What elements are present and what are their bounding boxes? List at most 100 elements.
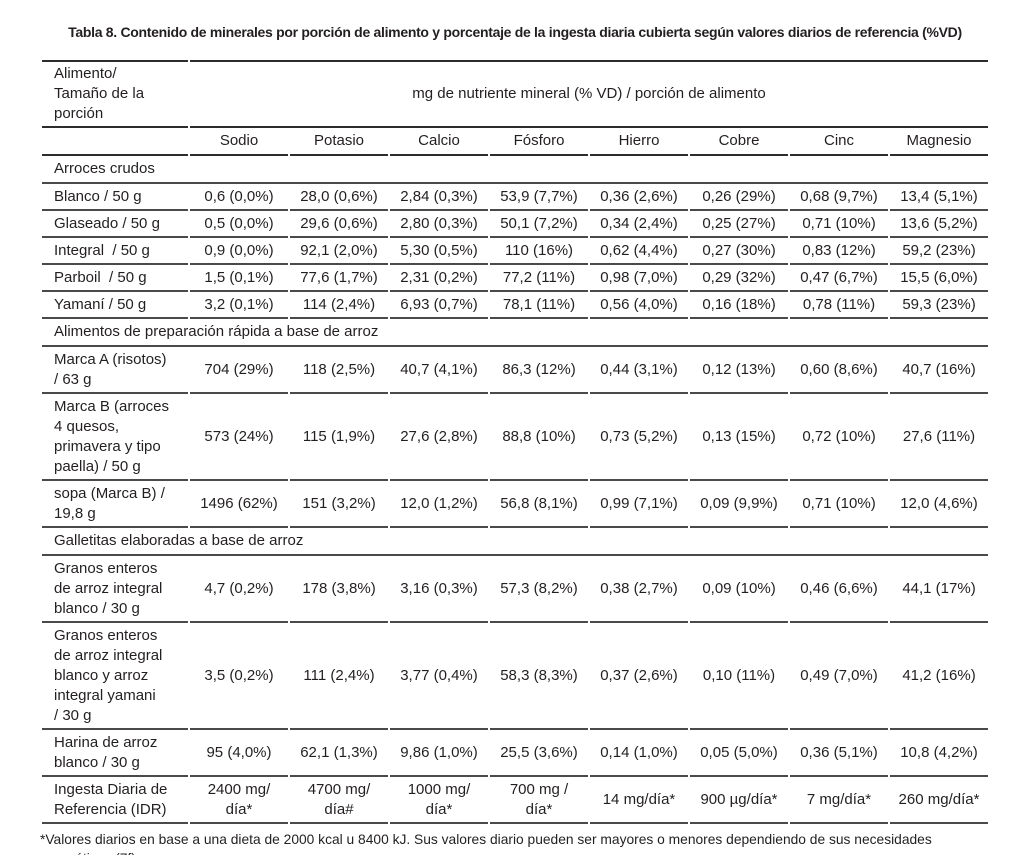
value-cell: 0,14 (1,0%) [590,730,688,777]
value-cell: 12,0 (1,2%) [390,481,488,528]
value-cell: 1,5 (0,1%) [190,265,288,292]
food-label-cell: Marca A (risotos) / 63 g [42,347,188,394]
value-cell: 2,84 (0,3%) [390,184,488,211]
food-label-cell: Granos enteros de arroz integral blanco … [42,623,188,730]
value-cell: 25,5 (3,6%) [490,730,588,777]
value-cell: 0,38 (2,7%) [590,556,688,623]
value-cell: 0,13 (15%) [690,394,788,481]
table-row: Marca A (risotos) / 63 g 704 (29%) 118 (2,… [42,347,988,394]
value-cell: 0,16 (18%) [690,292,788,319]
value-cell: 88,8 (10%) [490,394,588,481]
table-row: Ingesta Diaria de Referencia (IDR) 2400 m… [42,777,988,824]
value-cell: 15,5 (6,0%) [890,265,988,292]
mineral-column-header: Fósforo [490,128,588,156]
value-cell: 0,99 (7,1%) [590,481,688,528]
value-cell: 62,1 (1,3%) [290,730,388,777]
value-cell: 2,31 (0,2%) [390,265,488,292]
empty-header-cell [42,128,188,156]
value-cell: 3,2 (0,1%) [190,292,288,319]
value-cell: 53,9 (7,7%) [490,184,588,211]
section-label: Alimentos de preparación rápida a base d… [42,319,988,347]
value-cell: 59,3 (23%) [890,292,988,319]
value-cell: 0,12 (13%) [690,347,788,394]
food-label-cell: sopa (Marca B) / 19,8 g [42,481,188,528]
value-cell: 573 (24%) [190,394,288,481]
table-header: Alimento/ Tamaño de la porción mg de nut… [42,60,988,156]
value-cell: 1000 mg/ día* [390,777,488,824]
value-cell: 40,7 (4,1%) [390,347,488,394]
value-cell: 0,09 (9,9%) [690,481,788,528]
value-cell: 111 (2,4%) [290,623,388,730]
value-cell: 0,36 (5,1%) [790,730,888,777]
table-title: Tabla 8. Contenido de minerales por porc… [68,24,962,40]
table-row: Integral / 50 g 0,9 (0,0%) 92,1 (2,0%) 5,30… [42,238,988,265]
value-cell: 0,60 (8,6%) [790,347,888,394]
value-cell: 0,83 (12%) [790,238,888,265]
value-cell: 110 (16%) [490,238,588,265]
mineral-column-header: Hierro [590,128,688,156]
table-row: Harina de arroz blanco / 30 g 95 (4,0%) 62… [42,730,988,777]
minerals-table: Alimento/ Tamaño de la porción mg de nut… [40,60,990,824]
value-cell: 78,1 (11%) [490,292,588,319]
value-cell: 4700 mg/ día# [290,777,388,824]
mineral-column-header: Magnesio [890,128,988,156]
table-row: Glaseado / 50 g 0,5 (0,0%) 29,6 (0,6%) 2,80… [42,211,988,238]
value-cell: 0,73 (5,2%) [590,394,688,481]
value-cell: 0,25 (27%) [690,211,788,238]
value-cell: 115 (1,9%) [290,394,388,481]
section-row: Arroces crudos [42,156,988,184]
value-cell: 3,77 (0,4%) [390,623,488,730]
value-cell: 27,6 (11%) [890,394,988,481]
value-cell: 56,8 (8,1%) [490,481,588,528]
food-label-cell: Ingesta Diaria de Referencia (IDR) [42,777,188,824]
section-row: Galletitas elaboradas a base de arroz [42,528,988,556]
value-cell: 0,36 (2,6%) [590,184,688,211]
section-label: Galletitas elaboradas a base de arroz [42,528,988,556]
value-cell: 2,80 (0,3%) [390,211,488,238]
value-cell: 0,10 (11%) [690,623,788,730]
value-cell: 77,6 (1,7%) [290,265,388,292]
value-cell: 3,16 (0,3%) [390,556,488,623]
value-cell: 0,72 (10%) [790,394,888,481]
mineral-column-header: Cinc [790,128,888,156]
mineral-column-header: Calcio [390,128,488,156]
value-cell: 0,71 (10%) [790,481,888,528]
food-label-cell: Granos enteros de arroz integral blanco … [42,556,188,623]
food-label-cell: Parboil / 50 g [42,265,188,292]
value-cell: 700 mg / día* [490,777,588,824]
value-cell: 13,4 (5,1%) [890,184,988,211]
food-label-cell: Yamaní / 50 g [42,292,188,319]
value-cell: 0,44 (3,1%) [590,347,688,394]
value-cell: 0,29 (32%) [690,265,788,292]
section-row: Alimentos de preparación rápida a base d… [42,319,988,347]
value-cell: 260 mg/día* [890,777,988,824]
table-row: Granos enteros de arroz integral blanco … [42,556,988,623]
table-row: Yamaní / 50 g 3,2 (0,1%) 114 (2,4%) 6,93 (0… [42,292,988,319]
value-cell: 9,86 (1,0%) [390,730,488,777]
value-cell: 50,1 (7,2%) [490,211,588,238]
value-cell: 178 (3,8%) [290,556,388,623]
value-cell: 4,7 (0,2%) [190,556,288,623]
value-cell: 900 µg/día* [690,777,788,824]
table-row: Granos enteros de arroz integral blanco … [42,623,988,730]
table-body: Arroces crudos Blanco / 50 g 0,6 (0,0%) 28,… [42,156,988,824]
table-row: Blanco / 50 g 0,6 (0,0%) 28,0 (0,6%) 2,84 (… [42,184,988,211]
mineral-column-header: Potasio [290,128,388,156]
value-cell: 0,37 (2,6%) [590,623,688,730]
footnotes: *Valores diarios en base a una dieta de … [40,832,932,855]
value-cell: 0,78 (11%) [790,292,888,319]
value-cell: 0,6 (0,0%) [190,184,288,211]
value-cell: 0,56 (4,0%) [590,292,688,319]
value-cell: 29,6 (0,6%) [290,211,388,238]
value-cell: 28,0 (0,6%) [290,184,388,211]
value-cell: 0,49 (7,0%) [790,623,888,730]
value-cell: 114 (2,4%) [290,292,388,319]
value-cell: 118 (2,5%) [290,347,388,394]
food-label-cell: Blanco / 50 g [42,184,188,211]
mineral-column-header: Sodio [190,128,288,156]
value-cell: 92,1 (2,0%) [290,238,388,265]
value-cell: 0,26 (29%) [690,184,788,211]
value-cell: 1496 (62%) [190,481,288,528]
value-cell: 12,0 (4,6%) [890,481,988,528]
